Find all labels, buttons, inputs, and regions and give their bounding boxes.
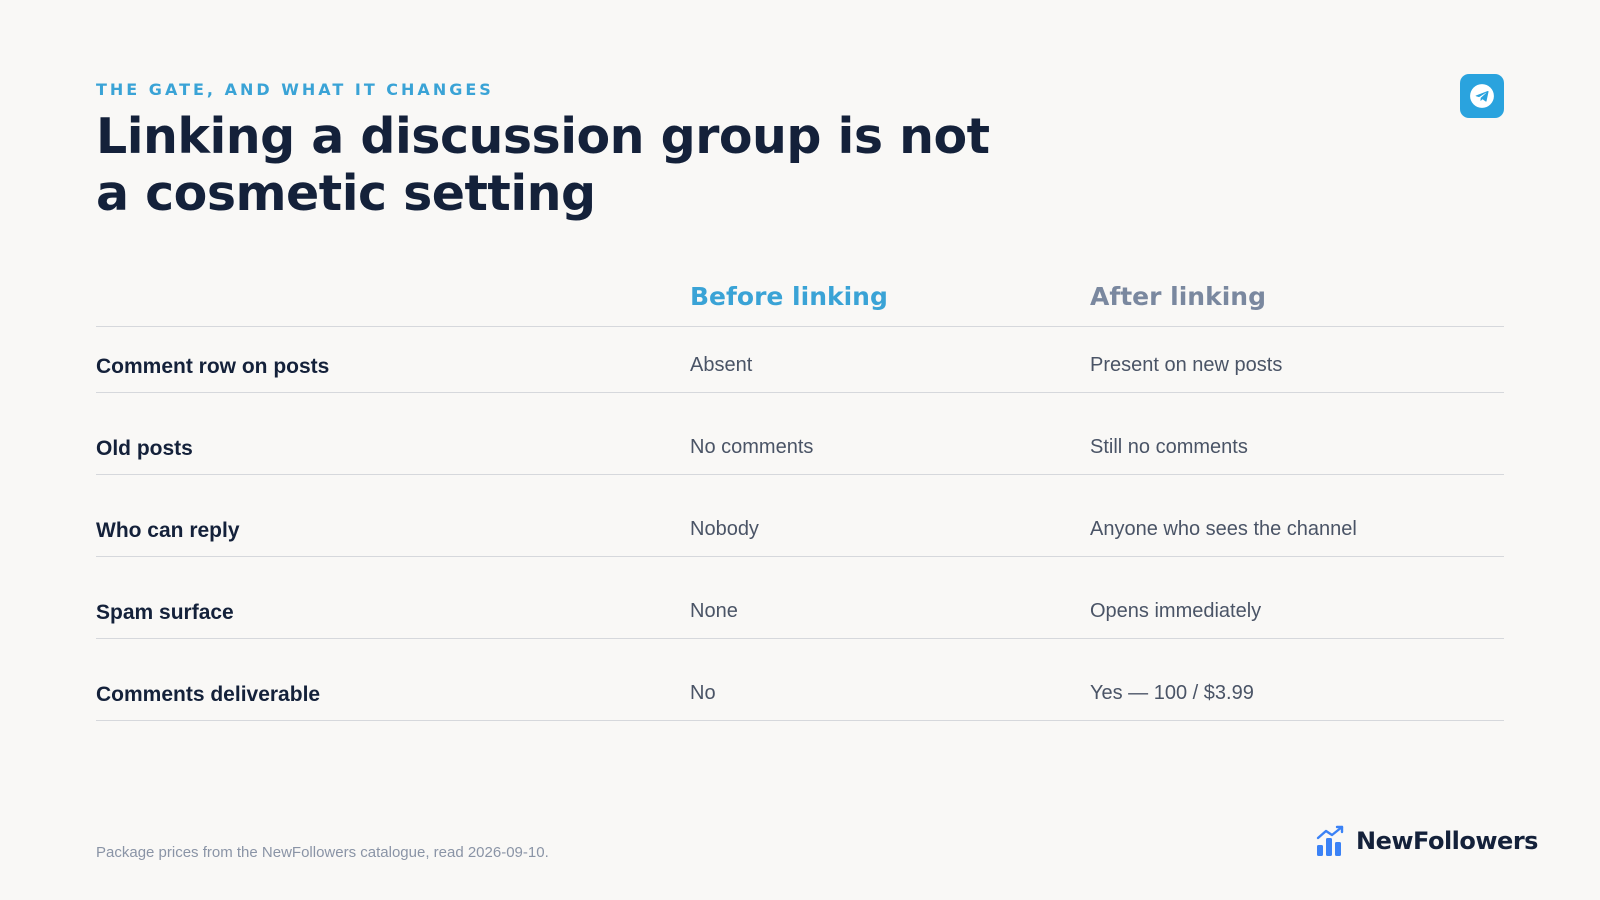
- comparison-table: Before linking After linking Comment row…: [96, 276, 1504, 721]
- table-row: Comments deliverable No Yes — 100 / $3.9…: [96, 639, 1504, 721]
- table-row: Comment row on posts Absent Present on n…: [96, 327, 1504, 393]
- page-title: Linking a discussion group is not a cosm…: [96, 108, 990, 222]
- before-value: Absent: [690, 354, 753, 376]
- after-value: Opens immediately: [1090, 600, 1262, 622]
- row-label: Comment row on posts: [96, 355, 330, 378]
- row-label: Spam surface: [96, 601, 234, 624]
- telegram-badge: [1460, 74, 1504, 118]
- before-value: No: [690, 682, 716, 704]
- brand-logo: NewFollowers: [1314, 824, 1538, 858]
- after-value: Present on new posts: [1090, 354, 1283, 376]
- table-row: Who can reply Nobody Anyone who sees the…: [96, 475, 1504, 557]
- telegram-icon: [1470, 84, 1494, 108]
- before-value: No comments: [690, 436, 814, 458]
- table-header-row: Before linking After linking: [96, 276, 1504, 327]
- row-label: Who can reply: [96, 519, 240, 542]
- before-value: None: [690, 600, 738, 622]
- eyebrow-label: THE GATE, AND WHAT IT CHANGES: [96, 80, 494, 99]
- after-value: Still no comments: [1090, 436, 1248, 458]
- column-header-after: After linking: [1090, 282, 1266, 311]
- brand-name: NewFollowers: [1356, 827, 1538, 855]
- after-value: Anyone who sees the channel: [1090, 518, 1357, 540]
- row-label: Comments deliverable: [96, 683, 321, 706]
- after-value: Yes — 100 / $3.99: [1090, 682, 1254, 704]
- growth-chart-icon: [1316, 825, 1344, 856]
- table-row: Spam surface None Opens immediately: [96, 557, 1504, 639]
- source-footnote: Package prices from the NewFollowers cat…: [96, 844, 549, 861]
- before-value: Nobody: [690, 518, 759, 540]
- column-header-before: Before linking: [690, 282, 888, 311]
- table-row: Old posts No comments Still no comments: [96, 393, 1504, 475]
- row-label: Old posts: [96, 437, 193, 460]
